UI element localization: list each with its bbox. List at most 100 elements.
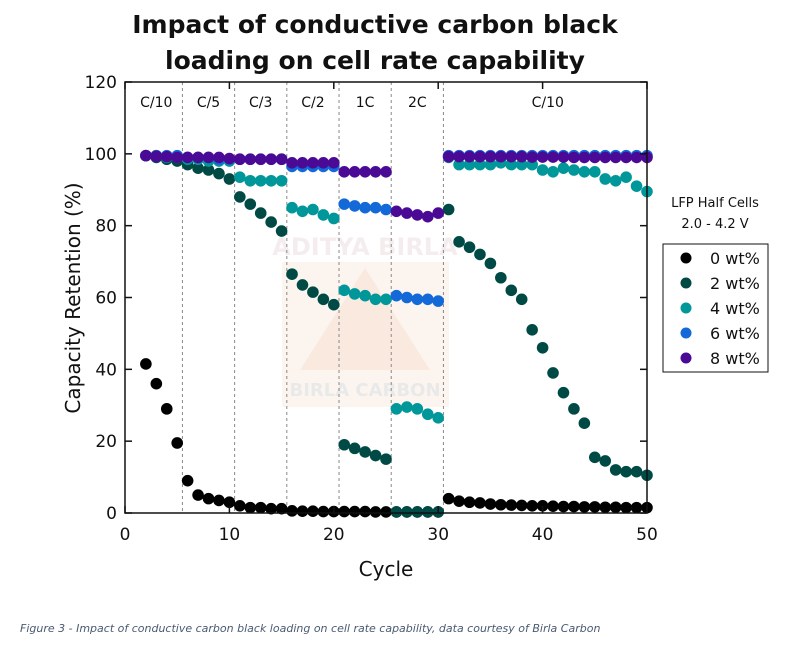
data-point <box>223 496 236 509</box>
data-point <box>609 174 622 187</box>
data-point <box>421 408 434 421</box>
data-point <box>411 209 424 221</box>
data-point <box>630 501 643 514</box>
data-point <box>620 501 632 514</box>
rate-label: 1C <box>356 95 375 111</box>
data-point <box>348 165 361 178</box>
watermark-text-top: ADITYA BIRLA <box>272 233 458 261</box>
legend-label: 0 wt% <box>710 249 760 268</box>
data-point <box>589 165 601 178</box>
data-point <box>390 403 403 415</box>
data-point <box>547 165 559 178</box>
data-point <box>317 293 330 306</box>
data-point <box>557 151 570 163</box>
data-point <box>380 165 392 178</box>
data-point <box>348 288 361 300</box>
data-point <box>557 162 570 174</box>
data-point <box>442 203 455 216</box>
data-point <box>442 492 455 505</box>
data-point <box>589 501 601 513</box>
data-point <box>181 151 194 164</box>
data-point <box>432 295 445 307</box>
x-tick-label: 30 <box>427 525 449 545</box>
data-point <box>348 505 361 518</box>
data-point <box>317 157 330 169</box>
data-point <box>526 324 538 336</box>
figure-caption: Figure 3 - Impact of conductive carbon b… <box>20 622 601 635</box>
data-point <box>265 174 277 187</box>
cell-annotation-line-1: LFP Half Cells <box>671 196 759 211</box>
data-point <box>202 492 215 505</box>
data-point <box>578 165 591 178</box>
data-point <box>620 151 632 164</box>
data-point <box>234 171 246 183</box>
data-point <box>328 212 340 225</box>
series-0-wt- <box>140 358 653 518</box>
data-point <box>286 157 298 169</box>
data-point <box>338 438 351 451</box>
data-point <box>359 446 371 458</box>
data-points <box>140 149 653 518</box>
data-point <box>568 151 580 164</box>
data-point <box>244 153 257 166</box>
x-tick-label: 0 <box>120 525 131 545</box>
data-point <box>421 506 434 518</box>
data-point <box>557 500 570 513</box>
data-point <box>192 489 204 501</box>
data-point <box>338 165 351 178</box>
data-point <box>359 165 371 178</box>
data-point <box>568 164 580 176</box>
data-point <box>369 293 382 306</box>
data-point <box>620 465 632 478</box>
legend-label: 6 wt% <box>710 324 760 343</box>
data-point <box>338 198 351 210</box>
data-point <box>474 150 486 163</box>
data-point <box>223 152 236 165</box>
data-point <box>411 293 424 306</box>
data-point <box>338 505 351 518</box>
data-point <box>568 403 580 415</box>
data-point <box>140 149 152 162</box>
legend-marker <box>680 277 692 289</box>
data-point <box>453 150 465 163</box>
data-point <box>307 203 319 216</box>
legend-marker <box>680 352 692 364</box>
data-point <box>557 386 570 399</box>
data-point <box>432 412 445 424</box>
data-point <box>254 174 267 187</box>
legend-marker <box>680 252 692 264</box>
x-tick-label: 40 <box>532 525 554 545</box>
data-point <box>526 500 538 512</box>
data-point <box>484 257 497 270</box>
data-point <box>254 153 267 166</box>
data-point <box>296 505 309 518</box>
watermark-logo: ADITYA BIRLA BIRLA CARBON <box>272 233 458 407</box>
data-point <box>630 465 643 478</box>
watermark-star <box>300 268 430 370</box>
legend-label: 4 wt% <box>710 299 760 318</box>
data-point <box>275 153 288 166</box>
data-point <box>307 157 319 169</box>
chart-title-line-1: Impact of conductive carbon black <box>132 10 619 39</box>
rate-labels: C/10 C/5 C/3 C/2 1C 2C C/10 <box>140 95 564 111</box>
data-point <box>254 501 267 514</box>
data-point <box>484 150 497 163</box>
data-point <box>453 236 465 248</box>
data-point <box>369 201 382 214</box>
data-point <box>599 151 612 164</box>
rate-label: C/3 <box>249 95 272 111</box>
chart-title-line-2: loading on cell rate capability <box>165 46 585 75</box>
data-point <box>432 207 445 219</box>
data-point <box>317 209 330 221</box>
data-point <box>286 505 298 517</box>
data-point <box>380 506 392 518</box>
data-point <box>526 151 538 163</box>
data-point <box>536 164 549 176</box>
data-point <box>275 502 288 515</box>
data-point <box>390 506 403 518</box>
data-point <box>307 505 319 518</box>
data-point <box>359 289 371 302</box>
data-point <box>505 150 518 163</box>
data-point <box>401 401 413 413</box>
data-point <box>265 502 277 515</box>
